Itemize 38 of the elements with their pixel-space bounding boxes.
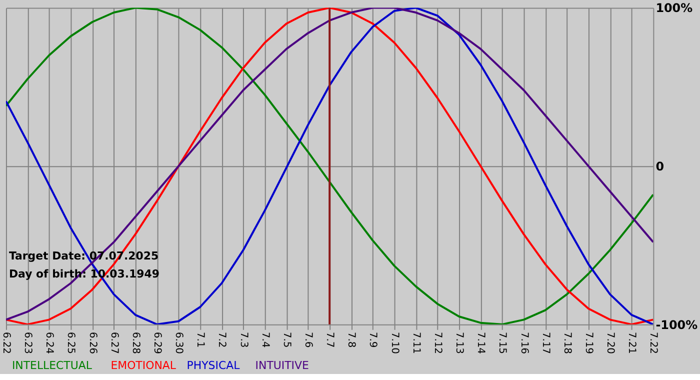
x-tick-label: 7.17	[540, 332, 551, 354]
x-tick-label: 6.26	[86, 332, 98, 354]
x-tick-label: 6.30	[173, 332, 184, 354]
y-tick-label: -100%	[656, 318, 698, 332]
x-tick-label: 7.12	[432, 332, 443, 354]
x-tick-label: 7.7	[324, 332, 336, 348]
x-tick-label: 7.20	[604, 332, 616, 354]
x-tick-label: 7.11	[410, 332, 422, 354]
x-tick-label: 7.1	[194, 332, 206, 348]
x-tick-label: 7.8	[346, 332, 357, 348]
x-tick-label: 7.19	[582, 332, 594, 354]
x-tick-label: 7.18	[561, 332, 572, 354]
x-tick-label: 6.25	[65, 332, 76, 354]
x-tick-label: 7.5	[280, 332, 292, 348]
x-tick-label: 7.9	[367, 332, 378, 348]
y-tick-label: 0	[656, 160, 664, 174]
x-tick-label: 7.3	[238, 332, 249, 348]
x-tick-label: 7.21	[626, 332, 638, 354]
x-tick-label: 7.16	[518, 332, 530, 354]
x-tick-label: 6.23	[22, 332, 34, 354]
x-tick-label: 7.15	[496, 332, 508, 354]
x-tick-label: 6.28	[130, 332, 141, 354]
x-tick-label: 6.22	[0, 332, 12, 354]
x-tick-label: 6.27	[108, 332, 120, 354]
text: EMOTIONAL	[110, 359, 177, 372]
text: INTUITIVE	[255, 359, 310, 372]
text: PHYSICAL	[186, 359, 241, 372]
x-tick-label: 7.2	[216, 332, 228, 348]
x-tick-label: 7.13	[454, 332, 465, 354]
x-tick-label: 7.22	[648, 332, 659, 354]
x-tick-label: 7.4	[259, 332, 270, 348]
x-tick-label: 6.29	[152, 332, 163, 354]
x-tick-label: 6.24	[44, 332, 55, 354]
x-tick-label: 7.6	[302, 332, 314, 348]
x-tick-label: 7.14	[475, 332, 486, 354]
x-tick-label: 7.10	[388, 332, 400, 354]
text: INTELLECTUAL	[12, 359, 93, 372]
y-tick-label: 100%	[656, 1, 693, 16]
